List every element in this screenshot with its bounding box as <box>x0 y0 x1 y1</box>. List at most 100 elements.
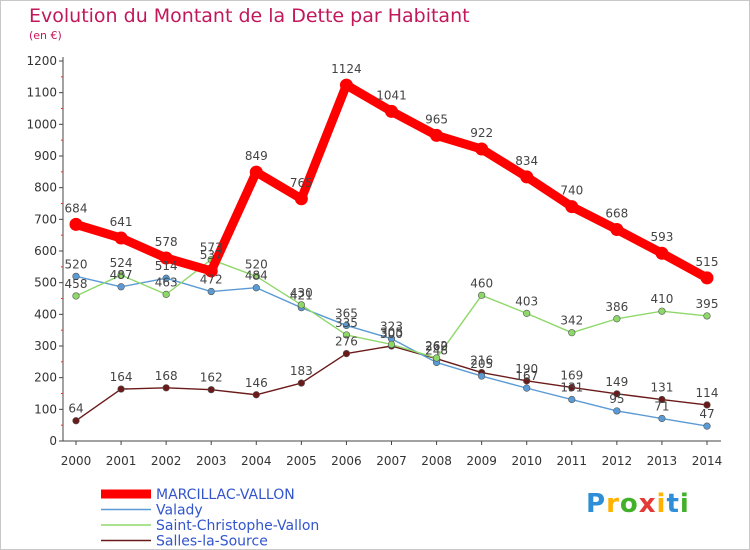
y-tick-label: 900 <box>34 149 57 163</box>
data-point <box>520 170 534 184</box>
data-label: 114 <box>696 386 719 400</box>
y-tick-label: 500 <box>34 276 57 290</box>
x-tick-label: 2000 <box>61 454 92 468</box>
y-tick-label: 800 <box>34 181 57 195</box>
data-label: 487 <box>110 268 133 282</box>
logo-letter: r <box>606 489 620 519</box>
data-label: 460 <box>470 276 493 290</box>
data-point <box>478 372 486 380</box>
data-point <box>655 246 669 260</box>
data-point <box>703 422 711 430</box>
data-label: 248 <box>425 343 448 357</box>
data-point <box>162 384 170 392</box>
data-label: 64 <box>68 402 83 416</box>
data-label: 149 <box>605 375 628 389</box>
data-label: 260 <box>425 340 448 354</box>
data-label: 463 <box>155 275 178 289</box>
data-label: 205 <box>470 357 493 371</box>
data-point <box>478 291 486 299</box>
data-label: 190 <box>515 362 538 376</box>
data-point <box>72 417 80 425</box>
data-label: 323 <box>380 320 403 334</box>
data-point <box>430 128 444 142</box>
data-point <box>565 200 579 214</box>
data-point <box>613 390 621 398</box>
logo-letter: t <box>666 489 680 519</box>
data-label: 403 <box>515 294 538 308</box>
y-tick-label: 700 <box>34 212 57 226</box>
data-point <box>610 222 624 236</box>
data-label: 965 <box>425 112 448 126</box>
data-label: 395 <box>696 297 719 311</box>
logo-letter: o <box>619 489 639 519</box>
y-tick-label: 200 <box>34 371 57 385</box>
y-tick-label: 100 <box>34 402 57 416</box>
data-label: 922 <box>470 126 493 140</box>
data-label: 305 <box>380 325 403 339</box>
y-tick-label: 300 <box>34 339 57 353</box>
chart-title: Evolution du Montant de la Dette par Hab… <box>29 5 470 27</box>
data-point <box>658 307 666 315</box>
data-point <box>613 407 621 415</box>
data-point <box>207 386 215 394</box>
data-point <box>432 354 441 362</box>
data-label: 1124 <box>331 62 362 76</box>
x-tick-label: 2010 <box>511 454 542 468</box>
data-point <box>385 104 398 118</box>
data-label: 410 <box>650 292 673 306</box>
data-point <box>568 329 576 337</box>
data-label: 168 <box>155 369 178 383</box>
data-label: 520 <box>245 257 268 271</box>
data-point <box>523 377 531 385</box>
y-tick-label: 0 <box>49 434 57 448</box>
legend: MARCILLAC-VALLONValadySaint-Christophe-V… <box>101 487 319 549</box>
x-tick-label: 2002 <box>151 454 182 468</box>
data-label: 146 <box>245 376 268 390</box>
y-tick-label: 600 <box>34 244 57 258</box>
x-tick-label: 2003 <box>196 454 227 468</box>
data-label: 641 <box>110 215 133 229</box>
x-tick-label: 2008 <box>421 454 452 468</box>
legend-label: Salles-la-Source <box>156 534 268 550</box>
data-label: 458 <box>65 277 88 291</box>
data-label: 71 <box>654 400 669 414</box>
data-point <box>700 271 714 285</box>
data-point <box>342 331 351 339</box>
data-label: 578 <box>155 235 178 249</box>
logo-letter: i <box>679 489 690 519</box>
legend-label: Valady <box>156 503 203 519</box>
data-point <box>252 284 260 292</box>
chart-subtitle: (en €) <box>29 29 62 42</box>
x-tick-label: 2004 <box>241 454 272 468</box>
data-point <box>249 165 263 179</box>
data-label: 573 <box>200 241 223 255</box>
data-point <box>252 391 260 399</box>
data-label: 765 <box>290 176 313 190</box>
data-label: 834 <box>515 154 538 168</box>
data-label: 524 <box>110 256 133 270</box>
data-label: 668 <box>605 206 628 220</box>
data-point <box>252 272 260 280</box>
data-point <box>114 231 128 245</box>
data-point <box>523 309 531 317</box>
data-label: 131 <box>650 381 673 395</box>
data-label: 47 <box>699 407 714 421</box>
data-point <box>703 312 711 320</box>
data-label: 262 <box>425 339 448 353</box>
y-tick-label: 1200 <box>26 54 57 68</box>
data-label: 472 <box>200 273 223 287</box>
data-label: 167 <box>515 369 538 383</box>
y-tick-label: 400 <box>34 307 57 321</box>
x-tick-label: 2007 <box>376 454 407 468</box>
data-point <box>613 315 621 323</box>
axes: 0 100 200 300 400 500 600 700 800 900 1000 1100 1200… <box>26 54 722 468</box>
data-label: 300 <box>380 327 403 341</box>
data-point <box>204 264 218 278</box>
data-label: 484 <box>245 269 268 283</box>
logo-letter: P <box>586 489 607 519</box>
data-point <box>342 350 351 358</box>
data-label: 183 <box>290 364 313 378</box>
data-label: 276 <box>335 335 358 349</box>
